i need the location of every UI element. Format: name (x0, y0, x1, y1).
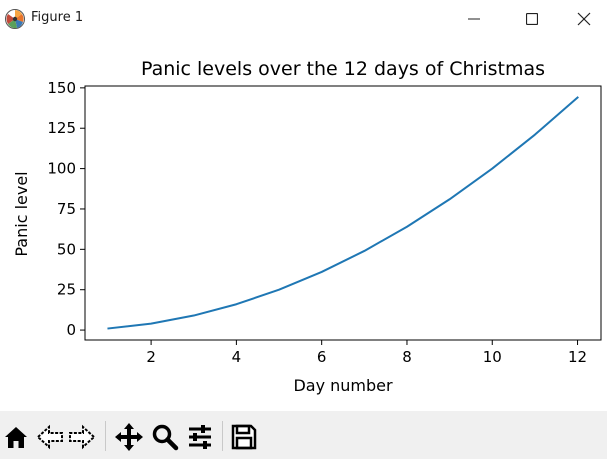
back-button[interactable] (34, 421, 66, 453)
y-tick-label: 100 (47, 160, 76, 178)
line-chart: Panic levels over the 12 days of Christm… (12, 58, 602, 395)
y-tick-label: 0 (66, 321, 76, 339)
maximize-icon (526, 13, 538, 25)
back-arrow-icon (36, 424, 63, 450)
close-button[interactable] (561, 0, 607, 38)
close-icon (577, 12, 591, 26)
zoom-button[interactable] (149, 421, 181, 453)
toolbar-separator (105, 421, 106, 451)
y-tick-label: 50 (57, 240, 76, 258)
matplotlib-logo-icon (5, 9, 25, 29)
series-line (107, 96, 579, 330)
y-tick-label: 125 (47, 119, 76, 137)
move-arrows-icon (115, 423, 143, 451)
minimize-button[interactable] (445, 0, 503, 38)
navigation-toolbar (0, 411, 607, 459)
save-button[interactable] (228, 421, 260, 453)
maximize-button[interactable] (503, 0, 561, 38)
x-tick-label: 12 (568, 348, 587, 366)
window-title: Figure 1 (31, 10, 84, 25)
chart-title: Panic levels over the 12 days of Christm… (141, 58, 545, 80)
magnifier-icon (152, 424, 179, 451)
forward-button[interactable] (66, 421, 98, 453)
configure-subplots-button[interactable] (184, 421, 216, 453)
home-button[interactable] (0, 421, 32, 453)
x-tick-label: 2 (146, 348, 156, 366)
x-tick-label: 8 (402, 348, 412, 366)
y-axis-label: Panic level (12, 171, 31, 256)
axes-frame (84, 85, 602, 341)
home-icon (5, 427, 27, 448)
pan-button[interactable] (113, 421, 145, 453)
y-tick-label: 150 (47, 79, 76, 97)
minimize-icon (468, 18, 480, 20)
floppy-disk-icon (231, 424, 257, 450)
plot-group: 2 4 6 8 10 12 0 25 50 75 100 125 150 (47, 79, 587, 366)
y-tick-label: 75 (57, 200, 76, 218)
forward-arrow-icon (69, 424, 96, 450)
y-tick-label: 25 (57, 281, 76, 299)
x-tick-label: 6 (317, 348, 327, 366)
figure-canvas[interactable]: Panic levels over the 12 days of Christm… (0, 38, 607, 411)
toolbar-separator (222, 421, 223, 451)
x-tick-label: 10 (483, 348, 502, 366)
title-bar: Figure 1 (0, 0, 607, 39)
sliders-icon (189, 425, 211, 449)
x-tick-label: 4 (232, 348, 242, 366)
x-axis-label: Day number (293, 376, 393, 395)
